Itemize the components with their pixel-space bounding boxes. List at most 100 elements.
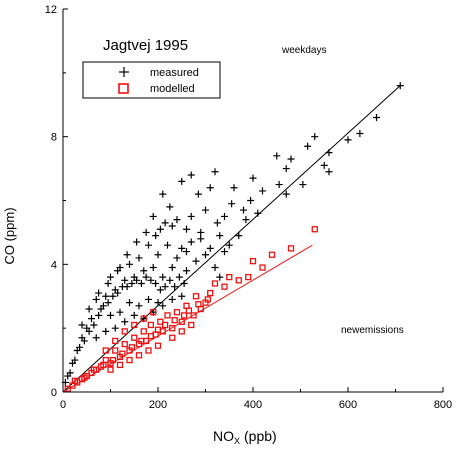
data-point-measured <box>197 228 205 236</box>
x-tick-label: 600 <box>339 399 357 411</box>
legend-marker-modelled-icon <box>118 83 129 94</box>
data-point-modelled <box>147 321 155 329</box>
data-point-measured <box>128 279 136 287</box>
data-point-measured <box>221 248 228 256</box>
data-point-measured <box>206 244 214 252</box>
data-point-modelled <box>245 273 252 281</box>
data-point-modelled <box>204 296 212 303</box>
data-point-modelled <box>135 352 143 359</box>
data-point-measured <box>344 136 352 144</box>
data-point-measured <box>126 260 133 268</box>
data-point-modelled <box>157 318 164 325</box>
data-point-measured <box>85 305 93 313</box>
data-point-measured <box>85 327 93 335</box>
data-point-modelled <box>173 309 181 316</box>
legend: measured modelled <box>82 61 221 99</box>
data-point-measured <box>183 248 190 256</box>
data-point-modelled <box>119 350 126 357</box>
data-point-modelled <box>126 356 133 364</box>
data-point-measured <box>95 311 103 319</box>
data-point-measured <box>259 187 266 195</box>
fit-line-measured <box>62 85 401 393</box>
x-tick-label: 800 <box>434 399 452 411</box>
data-point-modelled <box>112 337 119 345</box>
data-point-measured <box>161 283 169 291</box>
data-point-measured <box>116 308 124 316</box>
data-point-modelled <box>71 377 79 384</box>
data-point-measured <box>235 232 243 240</box>
data-point-modelled <box>64 385 71 392</box>
data-point-measured <box>299 181 307 189</box>
data-point-measured <box>90 321 98 329</box>
data-point-measured <box>140 267 148 275</box>
data-point-measured <box>211 264 219 272</box>
x-axis-label-unit: (ppb) <box>244 428 277 444</box>
legend-marker-measured-icon <box>119 67 129 77</box>
data-point-measured <box>102 292 110 300</box>
data-point-modelled <box>311 226 318 233</box>
data-point-measured <box>247 197 255 204</box>
data-point-measured <box>121 276 129 284</box>
data-point-measured <box>164 241 171 249</box>
data-point-measured <box>104 279 112 287</box>
data-point-measured <box>156 225 164 233</box>
data-point-measured <box>187 238 195 246</box>
data-point-measured <box>104 299 112 307</box>
data-point-measured <box>178 177 186 185</box>
data-point-measured <box>161 219 169 227</box>
data-point-measured <box>273 152 281 160</box>
data-point-modelled <box>268 251 276 258</box>
data-point-measured <box>145 241 152 249</box>
data-point-measured <box>149 264 157 272</box>
y-tick-label: 4 <box>51 259 57 271</box>
data-point-measured <box>194 190 202 198</box>
data-point-modelled <box>131 321 138 329</box>
data-point-measured <box>152 279 160 287</box>
data-point-measured <box>66 369 74 377</box>
data-point-modelled <box>116 361 124 369</box>
data-point-measured <box>240 206 247 214</box>
data-point-modelled <box>221 283 228 290</box>
data-point-modelled <box>90 366 98 373</box>
data-point-measured <box>168 264 176 272</box>
data-point-measured <box>130 311 138 319</box>
data-point-measured <box>230 184 238 192</box>
data-point-modelled <box>249 257 257 265</box>
chart-title: Jagtvej 1995 <box>103 37 188 54</box>
data-point-measured <box>135 302 143 310</box>
data-point-measured <box>149 212 157 220</box>
y-axis-label: CO (ppm) <box>2 207 17 264</box>
data-point-modelled <box>178 328 185 335</box>
data-point-modelled <box>128 344 136 351</box>
data-point-measured <box>304 142 312 150</box>
data-point-modelled <box>131 334 138 341</box>
data-point-modelled <box>150 309 157 316</box>
data-point-measured <box>178 244 186 252</box>
data-point-measured <box>156 286 164 294</box>
data-point-modelled <box>145 347 152 354</box>
data-point-modelled <box>100 361 107 369</box>
data-point-measured <box>282 190 290 198</box>
data-point-modelled <box>192 293 200 300</box>
data-point-measured <box>147 276 155 284</box>
x-axis-label: NOX (ppb) <box>213 428 277 446</box>
data-point-measured <box>275 181 283 189</box>
data-point-measured <box>95 289 103 297</box>
data-point-measured <box>287 155 295 163</box>
data-point-measured <box>126 299 133 307</box>
y-tick-label: 0 <box>51 387 57 399</box>
data-point-measured <box>183 225 190 233</box>
data-point-measured <box>197 235 205 243</box>
data-point-modelled <box>259 264 266 271</box>
data-point-measured <box>228 200 236 208</box>
data-point-measured <box>221 212 228 220</box>
data-point-measured <box>102 327 110 335</box>
data-point-measured <box>242 216 250 224</box>
data-point-measured <box>80 337 88 345</box>
data-point-measured <box>192 257 200 265</box>
data-point-measured <box>135 254 143 262</box>
data-point-measured <box>325 168 333 176</box>
data-point-measured <box>154 299 162 307</box>
data-point-modelled <box>211 280 219 287</box>
